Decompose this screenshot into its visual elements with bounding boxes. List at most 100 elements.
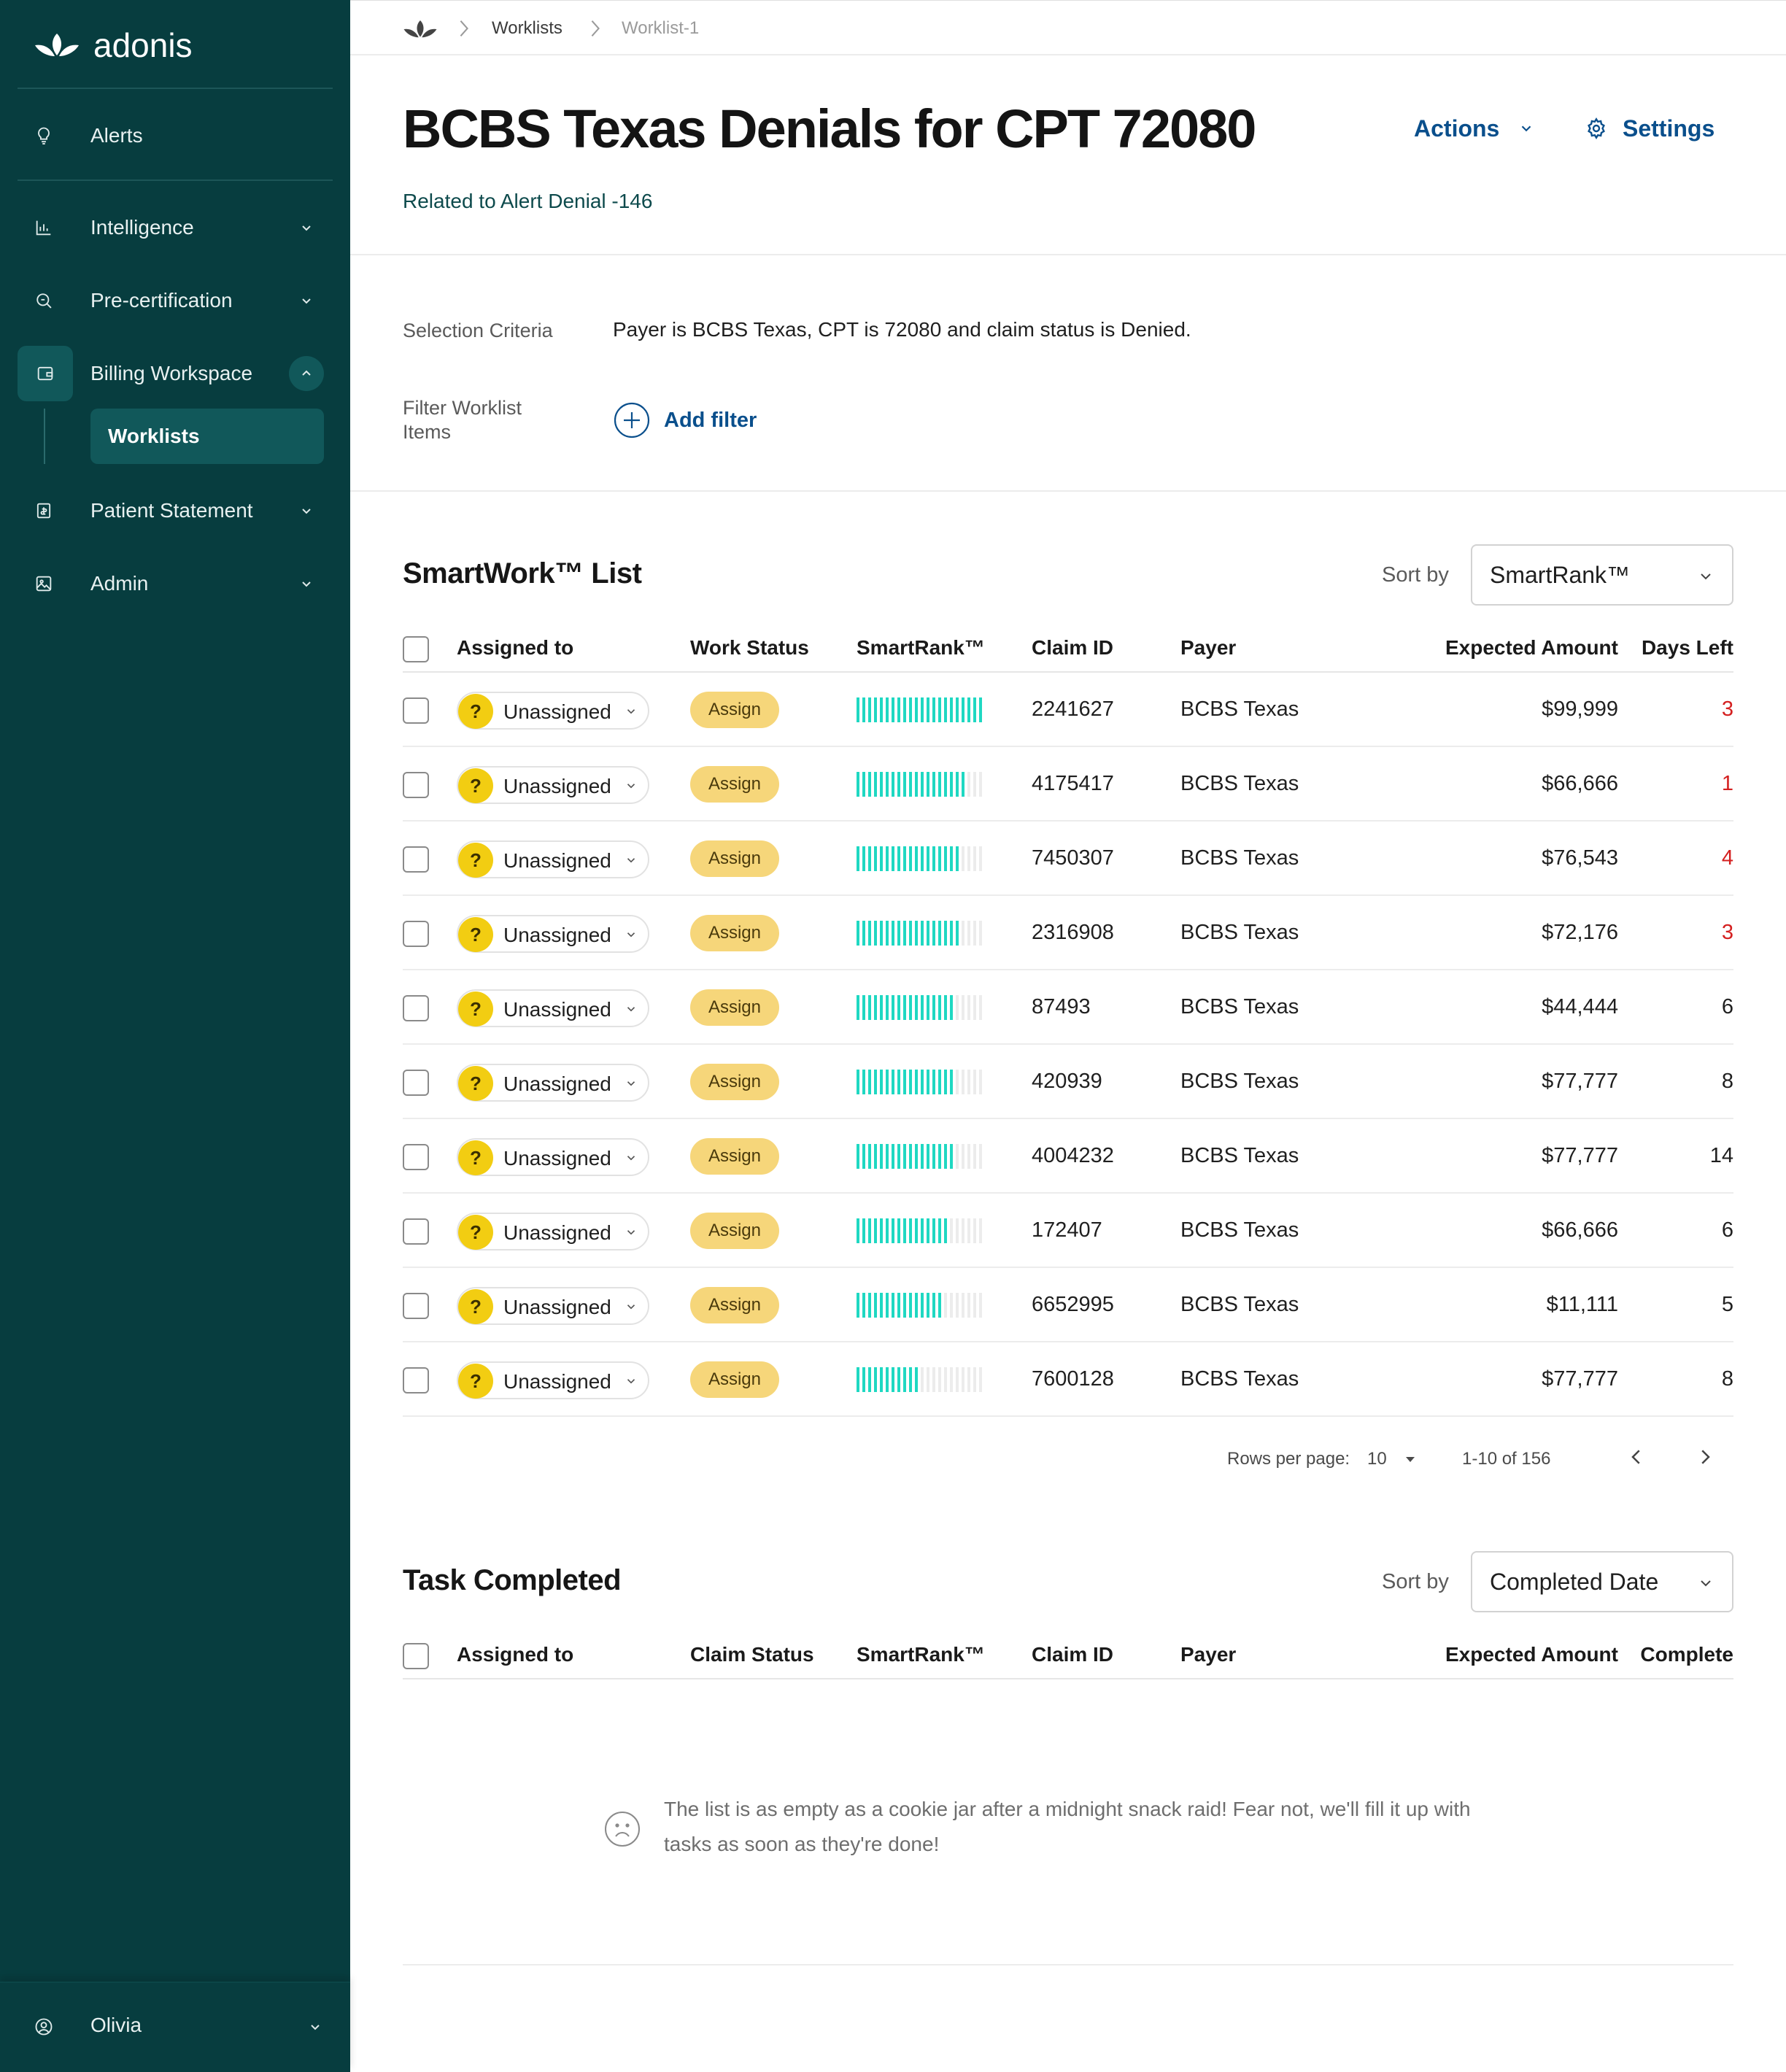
table-row[interactable]: ? Unassigned Assign 420939 BCBS Texas $77,777… bbox=[403, 1045, 1733, 1119]
smartrank-segment bbox=[979, 1367, 982, 1392]
user-menu[interactable]: Olivia bbox=[0, 1982, 350, 2072]
row-checkbox[interactable] bbox=[403, 995, 429, 1021]
claim-id[interactable]: 2241627 bbox=[1032, 697, 1114, 721]
sidebar-item-pre-certification[interactable]: Pre-certification bbox=[18, 273, 324, 328]
sidebar-item-alerts[interactable]: Alerts bbox=[18, 108, 324, 163]
smartrank-segment bbox=[962, 1144, 964, 1169]
assignee-dropdown[interactable]: ? Unassigned bbox=[457, 1213, 649, 1250]
completed-sort-select[interactable]: Completed Date bbox=[1471, 1551, 1733, 1612]
column-header[interactable]: Claim Status bbox=[690, 1643, 814, 1666]
assign-status-button[interactable]: Assign bbox=[690, 1064, 779, 1100]
table-row[interactable]: ? Unassigned Assign 7600128 BCBS Texas $77,77… bbox=[403, 1342, 1733, 1417]
column-header[interactable]: Complete bbox=[1640, 1643, 1733, 1666]
assign-status-button[interactable]: Assign bbox=[690, 1213, 779, 1249]
table-row[interactable]: ? Unassigned Assign 4175417 BCBS Texas $66,66… bbox=[403, 747, 1733, 822]
table-row[interactable]: ? Unassigned Assign 2241627 BCBS Texas $99,99… bbox=[403, 673, 1733, 747]
row-checkbox[interactable] bbox=[403, 1293, 429, 1319]
assignee-dropdown[interactable]: ? Unassigned bbox=[457, 1064, 649, 1102]
brand-logo[interactable]: adonis bbox=[34, 22, 193, 69]
sidebar-item-patient-statement[interactable]: Patient Statement bbox=[18, 483, 324, 538]
assign-status-button[interactable]: Assign bbox=[690, 1361, 779, 1398]
empty-message: The list is as empty as a cookie jar aft… bbox=[664, 1798, 1471, 1855]
smartwork-sort-select[interactable]: SmartRank™ bbox=[1471, 544, 1733, 606]
add-filter-button[interactable]: Add filter bbox=[613, 401, 757, 439]
smartrank-segment bbox=[927, 1218, 929, 1243]
smartrank-segment bbox=[944, 697, 947, 722]
main-content: Worklists Worklist-1 BCBS Texas Denials … bbox=[350, 0, 1786, 2072]
table-row[interactable]: ? Unassigned Assign 7450307 BCBS Texas $76,54… bbox=[403, 822, 1733, 896]
row-checkbox[interactable] bbox=[403, 1144, 429, 1170]
assignee-dropdown[interactable]: ? Unassigned bbox=[457, 1361, 649, 1399]
row-checkbox[interactable] bbox=[403, 697, 429, 724]
lightbulb-icon bbox=[34, 125, 54, 146]
smartrank-segment bbox=[874, 1293, 877, 1318]
row-checkbox[interactable] bbox=[403, 846, 429, 873]
row-checkbox[interactable] bbox=[403, 1070, 429, 1096]
claim-id[interactable]: 2316908 bbox=[1032, 921, 1114, 944]
claim-id[interactable]: 7450307 bbox=[1032, 846, 1114, 870]
row-checkbox[interactable] bbox=[403, 1218, 429, 1245]
column-header[interactable]: SmartRank™ bbox=[857, 1643, 985, 1666]
table-row[interactable]: ? Unassigned Assign 172407 BCBS Texas $66,666… bbox=[403, 1194, 1733, 1268]
assignee-dropdown[interactable]: ? Unassigned bbox=[457, 989, 649, 1027]
table-row[interactable]: ? Unassigned Assign 4004232 BCBS Texas $77,77… bbox=[403, 1119, 1733, 1194]
assignee-dropdown[interactable]: ? Unassigned bbox=[457, 1287, 649, 1325]
rows-per-page-select[interactable]: 10 bbox=[1367, 1449, 1419, 1478]
row-checkbox[interactable] bbox=[403, 772, 429, 798]
smartrank-segment bbox=[857, 846, 859, 871]
claim-id[interactable]: 420939 bbox=[1032, 1070, 1102, 1093]
column-header[interactable]: SmartRank™ bbox=[857, 636, 985, 659]
assignee-dropdown[interactable]: ? Unassigned bbox=[457, 840, 649, 878]
column-header[interactable]: Claim ID bbox=[1032, 1643, 1114, 1666]
smartrank-segment bbox=[979, 995, 982, 1020]
assign-status-button[interactable]: Assign bbox=[690, 1138, 779, 1175]
assign-status-button[interactable]: Assign bbox=[690, 692, 779, 728]
smartrank-segment bbox=[962, 995, 964, 1020]
claim-id[interactable]: 6652995 bbox=[1032, 1293, 1114, 1316]
sidebar-item-billing-workspace[interactable]: Billing Workspace bbox=[18, 346, 324, 401]
column-header[interactable]: Assigned to bbox=[457, 636, 574, 659]
smartrank-segment bbox=[979, 1293, 982, 1318]
column-header[interactable]: Work Status bbox=[690, 636, 809, 659]
column-header[interactable]: Payer bbox=[1180, 636, 1237, 659]
sidebar-item-admin[interactable]: Admin bbox=[18, 556, 324, 611]
column-header[interactable]: Claim ID bbox=[1032, 636, 1114, 659]
column-header[interactable]: Assigned to bbox=[457, 1643, 574, 1666]
row-checkbox[interactable] bbox=[403, 921, 429, 947]
assignee-dropdown[interactable]: ? Unassigned bbox=[457, 915, 649, 953]
row-checkbox[interactable] bbox=[403, 1367, 429, 1393]
chevron-right-icon[interactable] bbox=[1694, 1446, 1716, 1475]
claim-id[interactable]: 7600128 bbox=[1032, 1367, 1114, 1391]
table-row[interactable]: ? Unassigned Assign 6652995 BCBS Texas $11,11… bbox=[403, 1268, 1733, 1342]
column-header[interactable]: Expected Amount bbox=[1445, 1643, 1618, 1666]
assign-status-button[interactable]: Assign bbox=[690, 1287, 779, 1323]
table-row[interactable]: ? Unassigned Assign 87493 BCBS Texas $44,444 6 bbox=[403, 970, 1733, 1045]
chevron-left-icon[interactable] bbox=[1625, 1446, 1647, 1475]
assignee-dropdown[interactable]: ? Unassigned bbox=[457, 766, 649, 804]
claim-id[interactable]: 4175417 bbox=[1032, 772, 1114, 795]
breadcrumb-worklists[interactable]: Worklists bbox=[492, 18, 563, 38]
claim-id[interactable]: 172407 bbox=[1032, 1218, 1102, 1242]
column-header[interactable]: Expected Amount bbox=[1445, 636, 1618, 659]
chevron-down-icon bbox=[1701, 1580, 1711, 1587]
home-leaf-icon[interactable] bbox=[403, 18, 438, 40]
assign-status-button[interactable]: Assign bbox=[690, 840, 779, 877]
table-row[interactable]: ? Unassigned Assign 2316908 BCBS Texas $72,17… bbox=[403, 896, 1733, 970]
assign-status-button[interactable]: Assign bbox=[690, 766, 779, 803]
actions-dropdown[interactable]: Actions bbox=[1414, 114, 1534, 143]
claim-id[interactable]: 87493 bbox=[1032, 995, 1091, 1018]
page-subtitle[interactable]: Related to Alert Denial -146 bbox=[403, 190, 653, 212]
assignee-dropdown[interactable]: ? Unassigned bbox=[457, 692, 649, 730]
claim-id[interactable]: 4004232 bbox=[1032, 1144, 1114, 1167]
column-header[interactable]: Payer bbox=[1180, 1643, 1237, 1666]
assignee-dropdown[interactable]: ? Unassigned bbox=[457, 1138, 649, 1176]
settings-button[interactable]: Settings bbox=[1585, 114, 1715, 143]
smartrank-segment bbox=[962, 772, 964, 797]
select-all-checkbox[interactable] bbox=[403, 1643, 429, 1669]
assign-status-button[interactable]: Assign bbox=[690, 915, 779, 951]
column-header[interactable]: Days Left bbox=[1641, 636, 1733, 659]
sidebar-item-intelligence[interactable]: Intelligence bbox=[18, 200, 324, 255]
select-all-checkbox[interactable] bbox=[403, 636, 429, 662]
sidebar-subitem-worklists[interactable]: Worklists bbox=[90, 409, 324, 464]
assign-status-button[interactable]: Assign bbox=[690, 989, 779, 1026]
